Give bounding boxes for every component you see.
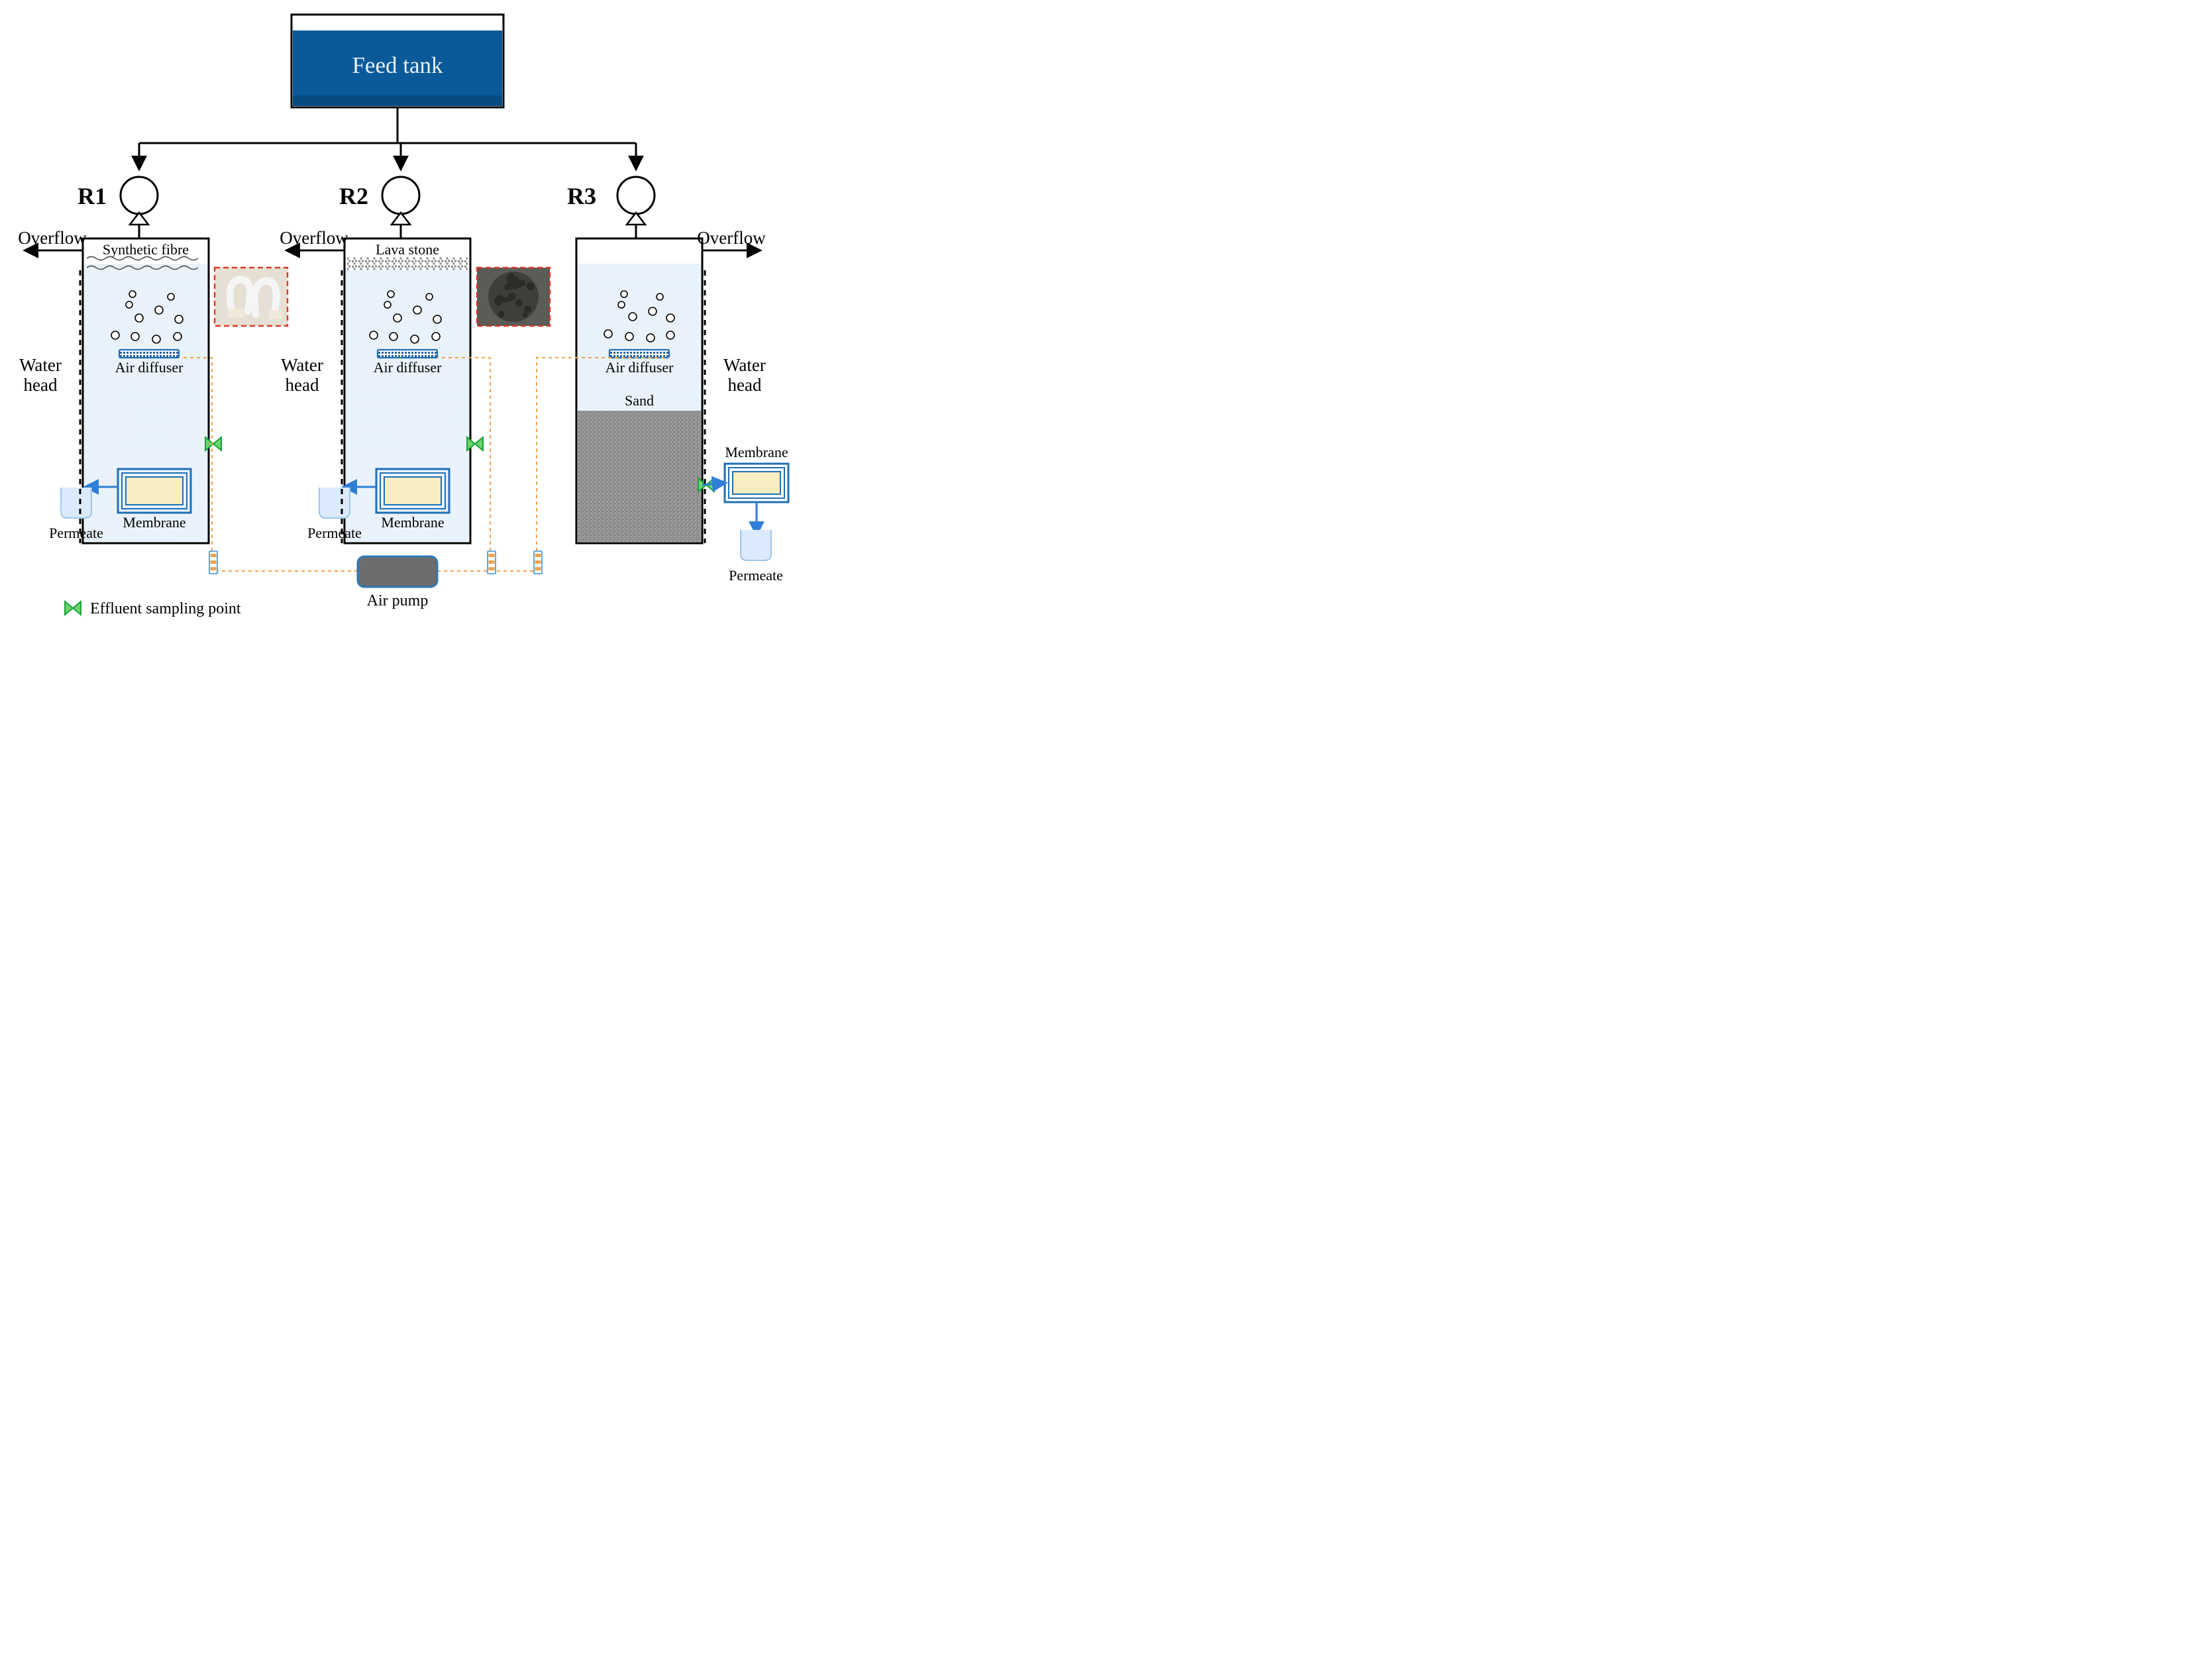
- media-label: Synthetic fibre: [103, 241, 189, 258]
- feed-tank: Feed tank: [291, 15, 503, 107]
- airpump-label: Air pump: [367, 592, 429, 609]
- legend: Effluent sampling point: [65, 600, 241, 617]
- feed-pipe: [139, 107, 636, 168]
- media-label: Lava stone: [376, 241, 439, 258]
- membrane-label: Membrane: [725, 444, 788, 460]
- membrane-label: Membrane: [123, 514, 185, 531]
- feed-tank-label: Feed tank: [352, 52, 443, 78]
- diagram-canvas: Feed tank Synthetic fibre Air diffuser Memb…: [0, 0, 848, 643]
- permeate-label: Permeate: [49, 525, 103, 541]
- air-diffuser-label: Air diffuser: [115, 359, 184, 376]
- waterhead-label: head: [728, 375, 762, 395]
- membrane-label: Membrane: [381, 514, 444, 531]
- permeate-label: Permeate: [307, 525, 362, 541]
- reactor-label: R3: [567, 183, 596, 209]
- waterhead-label: head: [286, 375, 319, 395]
- overflow-label: Overflow: [280, 228, 348, 248]
- reactor-r2: Lava stone Air diffuser Membrane Permeate Ov…: [280, 183, 550, 543]
- reactor-label: R2: [339, 183, 368, 209]
- air-diffuser-label: Air diffuser: [606, 359, 674, 376]
- overflow-label: Overflow: [18, 228, 87, 248]
- reactor-label: R1: [78, 183, 107, 209]
- air-diffuser-label: Air diffuser: [374, 359, 443, 376]
- reactor-r3: Sand Air diffuser Overflow R3 Waterhead Membr…: [567, 183, 788, 584]
- permeate-label: Permeate: [729, 567, 783, 584]
- reactor-r1: Synthetic fibre Air diffuser Membrane Perme…: [18, 183, 288, 543]
- legend-label: Effluent sampling point: [90, 600, 241, 617]
- waterhead-label: head: [24, 375, 58, 395]
- overflow-label: Overflow: [697, 228, 766, 248]
- waterhead-label: Water: [281, 355, 323, 375]
- sand-label: Sand: [625, 392, 654, 409]
- waterhead-label: Water: [19, 355, 62, 375]
- waterhead-label: Water: [723, 355, 766, 375]
